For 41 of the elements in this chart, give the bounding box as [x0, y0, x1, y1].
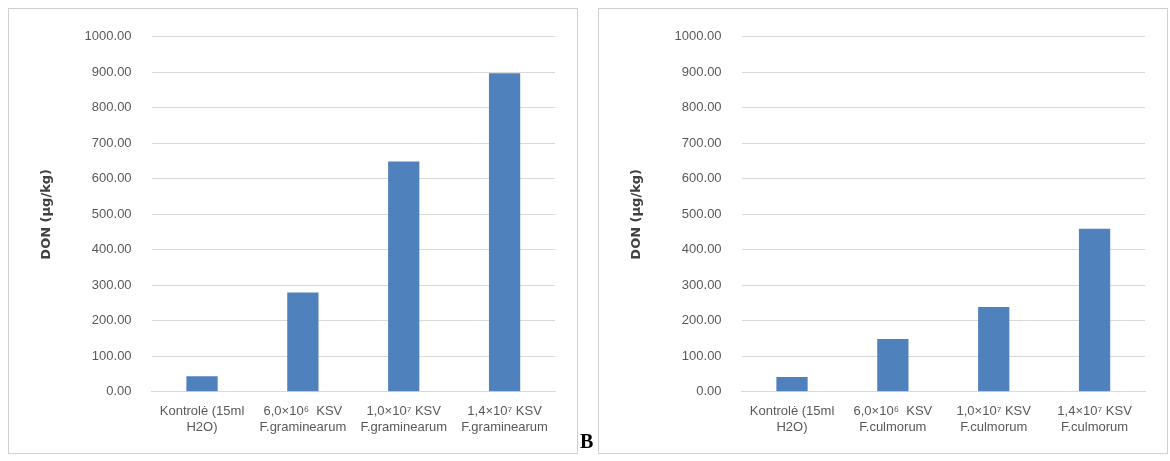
- y-axis-title: DON (µg/kg): [628, 168, 644, 260]
- bar: [488, 73, 521, 392]
- y-tick-label: 900.00: [681, 63, 722, 79]
- y-tick-label: 200.00: [91, 312, 132, 328]
- y-tick-label: 400.00: [91, 241, 132, 257]
- bar: [186, 376, 218, 392]
- y-tick-label: 100.00: [681, 347, 722, 363]
- y-tick-label: 200.00: [681, 312, 722, 328]
- x-tick-label: Kontrolė (15ml H2O): [749, 403, 835, 434]
- x-tick-label: 1,0×10⁷ KSV F.graminearum: [360, 403, 448, 434]
- y-tick-label: 0.00: [696, 383, 722, 399]
- y-tick-label: 900.00: [91, 63, 132, 79]
- bar: [877, 338, 909, 392]
- y-tick-label: 1000.00: [84, 28, 132, 44]
- x-tick-label: 6,0×10⁶ KSV F.culmorum: [853, 403, 933, 434]
- y-tick-label: 500.00: [91, 205, 132, 221]
- y-tick-label: 400.00: [681, 241, 722, 257]
- bar: [287, 292, 319, 392]
- y-tick-label: 1000.00: [674, 28, 722, 44]
- y-tick-label: 500.00: [681, 205, 722, 221]
- y-tick-label: 300.00: [681, 276, 722, 292]
- bar: [388, 161, 420, 392]
- y-tick-label: 300.00: [91, 276, 132, 292]
- y-tick-label: 700.00: [91, 134, 132, 150]
- x-tick-label: 1,4×10⁷ KSV F.graminearum: [461, 403, 548, 434]
- y-tick-label: 800.00: [91, 99, 132, 115]
- y-axis-title: DON (µg/kg): [38, 168, 54, 260]
- y-tick-label: 0.00: [106, 383, 132, 399]
- y-tick-label: 600.00: [91, 170, 132, 186]
- text: B: [580, 430, 594, 453]
- bar: [1078, 228, 1111, 392]
- x-tick-label: 6,0×10⁶ KSV F.graminearum: [259, 403, 347, 434]
- x-tick-label: 1,4×10⁷ KSV F.culmorum: [1057, 403, 1133, 434]
- bar: [776, 376, 808, 392]
- y-tick-label: 700.00: [681, 134, 722, 150]
- x-tick-label: 1,0×10⁷ KSV F.culmorum: [956, 403, 1032, 434]
- x-tick-label: Kontrolė (15ml H2O): [159, 403, 245, 434]
- y-tick-label: 100.00: [91, 347, 132, 363]
- y-tick-label: 800.00: [681, 99, 722, 115]
- bar: [978, 306, 1010, 392]
- y-tick-label: 600.00: [681, 170, 722, 186]
